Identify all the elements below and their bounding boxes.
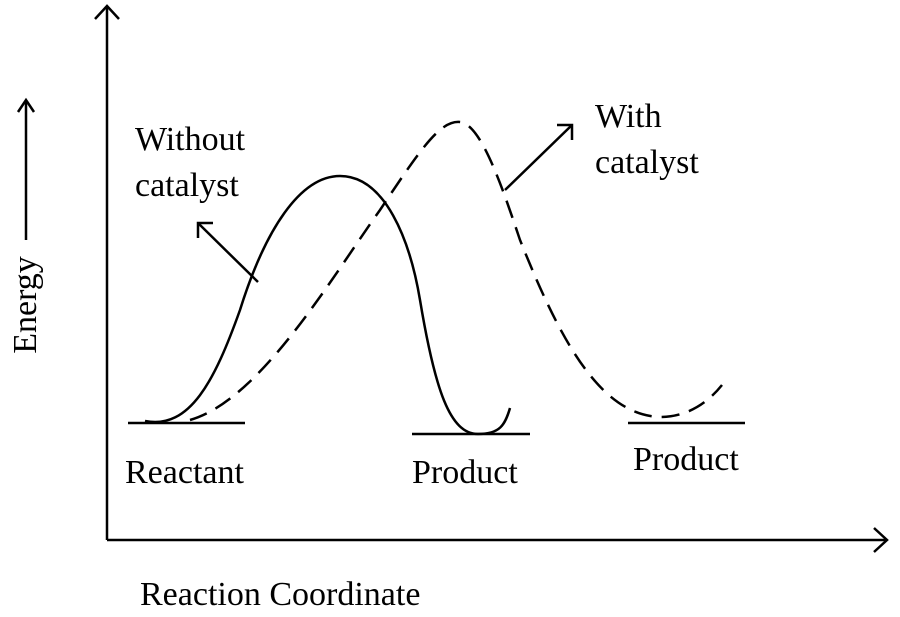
level-label: Reactant xyxy=(125,454,244,491)
uncatalyzed-curve xyxy=(144,174,512,436)
pointer-arrowhead xyxy=(196,221,213,238)
pointer-arrow xyxy=(197,222,259,283)
curve-label: catalyst xyxy=(135,167,239,204)
level-label: Product xyxy=(633,441,739,478)
curve-label: With xyxy=(595,98,662,135)
y-axis-label: Energy xyxy=(7,256,44,354)
pointer-arrowhead xyxy=(557,123,574,140)
y-axis-arrowhead xyxy=(94,4,120,20)
curve-label: Without xyxy=(135,121,246,158)
pointer-arrow xyxy=(504,124,573,191)
curve-label: catalyst xyxy=(595,144,699,181)
level-label: Product xyxy=(412,454,518,491)
x-axis-arrowhead xyxy=(873,527,889,553)
energy-arrowhead xyxy=(16,97,36,113)
x-axis-label: Reaction Coordinate xyxy=(140,576,420,613)
catalyzed-curve xyxy=(189,120,723,422)
